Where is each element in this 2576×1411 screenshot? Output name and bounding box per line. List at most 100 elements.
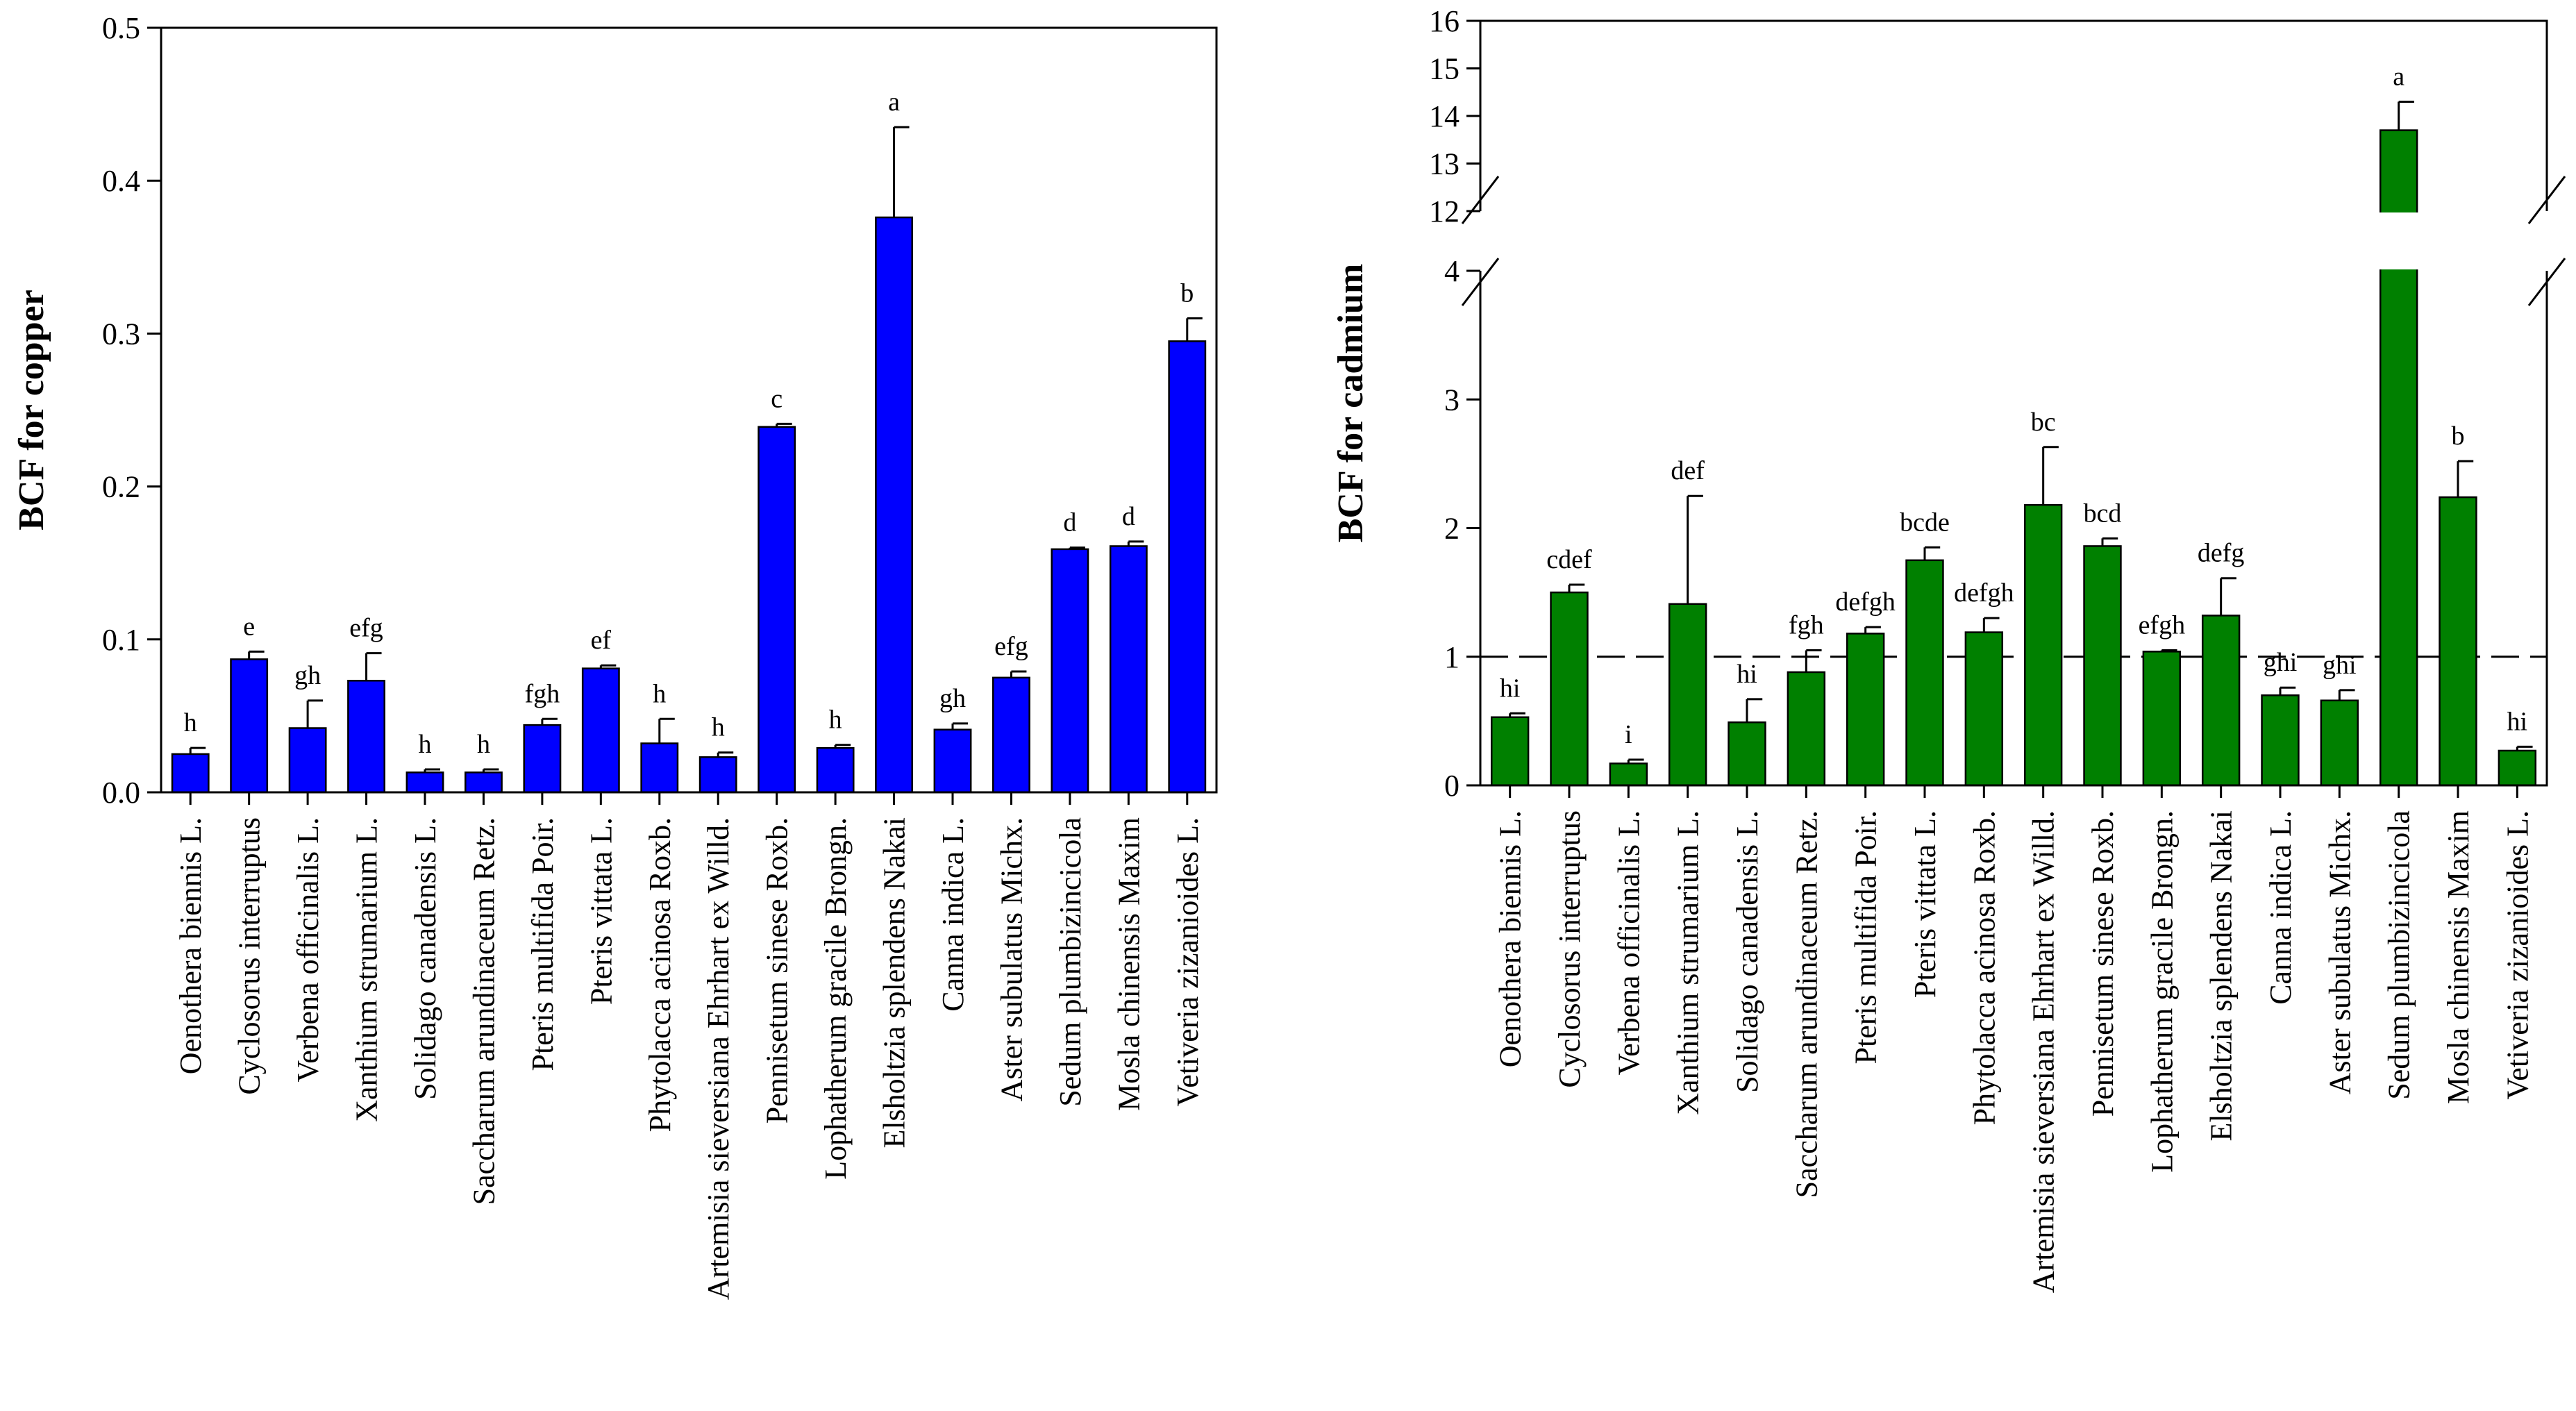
x-tick-label: Pennisetum sinese Roxb. [760, 817, 794, 1124]
bar [2320, 699, 2359, 787]
significance-label: def [1671, 456, 1705, 485]
significance-label: d [1063, 508, 1076, 537]
x-tick-label: Vetiveria zizanioides L. [1171, 817, 1205, 1107]
significance-label: b [1180, 278, 1194, 308]
significance-label: e [243, 612, 255, 641]
x-tick-label: Saccharum arundinaceum Retz. [467, 817, 501, 1205]
bar [1787, 671, 1826, 787]
significance-label: gh [294, 661, 321, 690]
bar [758, 426, 796, 794]
x-tick-label: Mosla chinensis Maxim [2441, 810, 2475, 1104]
significance-label: efgh [2139, 610, 2186, 640]
x-tick-label: Verbena officinalis L. [291, 817, 325, 1083]
x-tick-label: Artemisia sieversiana Ehrhart ex Willd. [2027, 810, 2061, 1293]
plot-frame [160, 26, 1218, 794]
y-tick-label: 13 [1429, 147, 1460, 181]
significance-label: bcd [2084, 499, 2122, 528]
significance-label: h [653, 679, 666, 708]
x-tick-label: Cyclosorus interruptus [233, 817, 267, 1095]
bar [230, 658, 269, 794]
bar [1051, 548, 1089, 794]
y-tick-label: 0.3 [102, 317, 140, 351]
y-tick-label: 14 [1429, 99, 1460, 133]
x-tick-label: Oenothera biennis L. [1494, 810, 1528, 1067]
significance-label: defgh [1835, 587, 1896, 617]
x-tick-label: Sedum plumbizincicola [2382, 810, 2416, 1100]
x-tick-label: Lophatherum gracile Brongn. [2145, 810, 2179, 1173]
significance-label: hi [1500, 674, 1521, 703]
x-tick-label: Pteris multifida Poir. [526, 817, 560, 1071]
axis-break-mark [1461, 176, 1500, 224]
bar [405, 771, 444, 794]
bar [1905, 559, 1944, 787]
x-tick-label: Solidago canadensis L. [408, 817, 442, 1100]
significance-label: h [184, 708, 197, 737]
significance-label: fgh [525, 679, 560, 708]
x-tick-label: Artemisia sieversiana Ehrhart ex Willd. [701, 817, 735, 1300]
x-tick-label: Sedum plumbizincicola [1053, 817, 1087, 1107]
significance-label: h [477, 730, 490, 759]
x-tick-label: Pennisetum sinese Roxb. [2086, 810, 2120, 1117]
x-tick-label: Elsholtzia splendens Nakai [878, 817, 912, 1149]
bar [2498, 749, 2537, 787]
y-tick-label: 0.5 [102, 11, 140, 45]
y-tick-label: 12 [1429, 194, 1460, 228]
x-tick-label: Canna indica L. [2264, 810, 2298, 1005]
significance-label: c [771, 384, 783, 413]
y-tick-label: 2 [1444, 512, 1460, 546]
significance-label: gh [939, 684, 966, 713]
y-axis-title: BCF for cadmium [1331, 264, 1371, 543]
x-tick-label: Xanthium strumarium L. [1671, 810, 1705, 1115]
bar [1668, 603, 1707, 787]
bar [1609, 762, 1648, 787]
significance-label: fgh [1789, 610, 1824, 640]
x-tick-label: Aster subulatus Michx. [994, 817, 1028, 1101]
significance-label: efg [349, 614, 383, 643]
significance-label: d [1122, 502, 1135, 531]
significance-label: efg [994, 632, 1028, 661]
x-tick-label: Saccharum arundinaceum Retz. [1789, 810, 1823, 1198]
significance-label: defgh [1954, 578, 2014, 608]
bar [640, 742, 679, 794]
bar [875, 216, 913, 794]
y-tick-label: 1 [1444, 640, 1460, 674]
bar [465, 771, 503, 794]
x-tick-label: Xanthium strumarium L. [350, 817, 384, 1122]
significance-label: ghi [2264, 648, 2298, 677]
axis-break-mark [2527, 176, 2566, 224]
bar [523, 724, 562, 794]
bar [1550, 591, 1589, 787]
bar [992, 676, 1030, 794]
significance-label: h [829, 706, 842, 735]
x-tick-label: Elsholtzia splendens Nakai [2205, 810, 2239, 1142]
significance-label: h [712, 713, 725, 742]
bar [581, 667, 620, 794]
y-tick-label: 4 [1444, 254, 1460, 288]
y-tick-label: 0.4 [102, 164, 140, 198]
plot-frame-lower [1480, 271, 2548, 787]
significance-label: a [2393, 62, 2404, 91]
significance-label: i [1625, 720, 1632, 749]
y-tick-label: 15 [1429, 52, 1460, 86]
significance-label: b [2452, 421, 2465, 451]
x-tick-label: Vetiveria zizanioides L. [2500, 810, 2534, 1100]
x-tick-label: Solidago canadensis L. [1730, 810, 1764, 1093]
bar [1964, 631, 2004, 787]
bar [2023, 503, 2063, 787]
bar [933, 728, 972, 794]
x-tick-label: Aster subulatus Michx. [2323, 810, 2357, 1094]
y-tick-label: 0.2 [102, 470, 140, 504]
x-tick-label: Phytolacca acinosa Roxb. [643, 817, 677, 1132]
significance-label: ef [591, 626, 612, 655]
bar [2201, 615, 2241, 787]
y-tick-label: 0 [1444, 769, 1460, 803]
x-tick-label: Canna indica L. [936, 817, 970, 1012]
y-tick-label: 3 [1444, 383, 1460, 417]
x-tick-label: Lophatherum gracile Brongn. [819, 817, 853, 1180]
bar [2439, 496, 2477, 787]
bar [1846, 633, 1885, 787]
significance-label: hi [1737, 660, 1757, 689]
significance-label: h [419, 730, 432, 759]
bar [699, 756, 737, 794]
y-axis-title: BCF for copper [12, 290, 51, 531]
